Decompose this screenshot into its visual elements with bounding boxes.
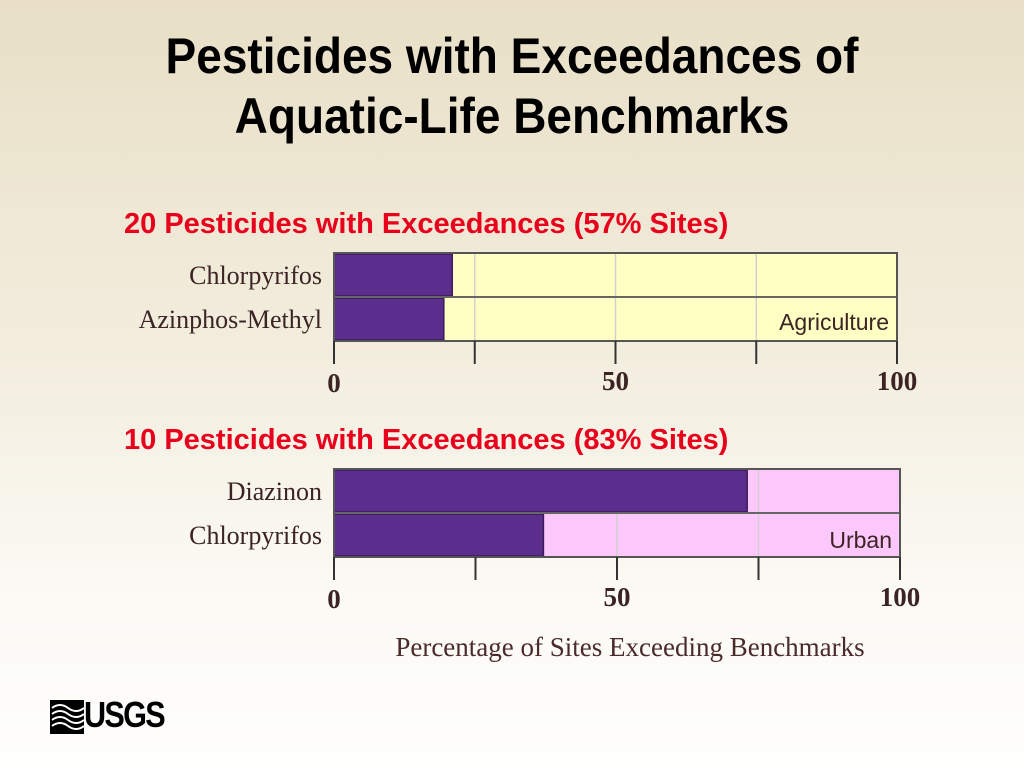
urban-tick-label: 50 bbox=[604, 582, 631, 612]
urban-chart-title: 10 Pesticides with Exceedances (83% Site… bbox=[124, 424, 729, 456]
usgs-logo-text: USGS bbox=[84, 694, 166, 735]
agriculture-bar-0 bbox=[333, 253, 453, 297]
agriculture-tick-label: 100 bbox=[877, 366, 918, 396]
agriculture-panel-label: Agriculture bbox=[779, 309, 889, 335]
agriculture-chart-title: 20 Pesticides with Exceedances (57% Site… bbox=[124, 208, 729, 240]
agriculture-bar-1 bbox=[333, 297, 445, 341]
slide-title: Pesticides with Exceedances of Aquatic-L… bbox=[41, 26, 983, 146]
agriculture-category-label-0: Chlorpyrifos bbox=[189, 261, 322, 290]
agriculture-tick-label: 50 bbox=[602, 366, 629, 396]
urban-category-label-1: Chlorpyrifos bbox=[189, 521, 322, 550]
usgs-logo: USGS bbox=[50, 694, 182, 738]
urban-tick-label: 0 bbox=[327, 584, 341, 614]
agriculture-category-label-1: Azinphos-Methyl bbox=[139, 305, 322, 334]
agriculture-tick-label: 0 bbox=[327, 368, 341, 398]
urban-bar-0 bbox=[333, 469, 748, 513]
title-line-1: Pesticides with Exceedances of bbox=[165, 28, 859, 84]
urban-category-label-0: Diazinon bbox=[227, 477, 322, 506]
urban-tick-label: 100 bbox=[880, 582, 921, 612]
x-axis-label: Percentage of Sites Exceeding Benchmarks bbox=[395, 632, 865, 662]
usgs-wave-icon bbox=[50, 700, 84, 734]
title-line-2: Aquatic-Life Benchmarks bbox=[234, 88, 790, 144]
urban-panel-label: Urban bbox=[829, 527, 892, 553]
urban-bar-1 bbox=[333, 513, 545, 557]
